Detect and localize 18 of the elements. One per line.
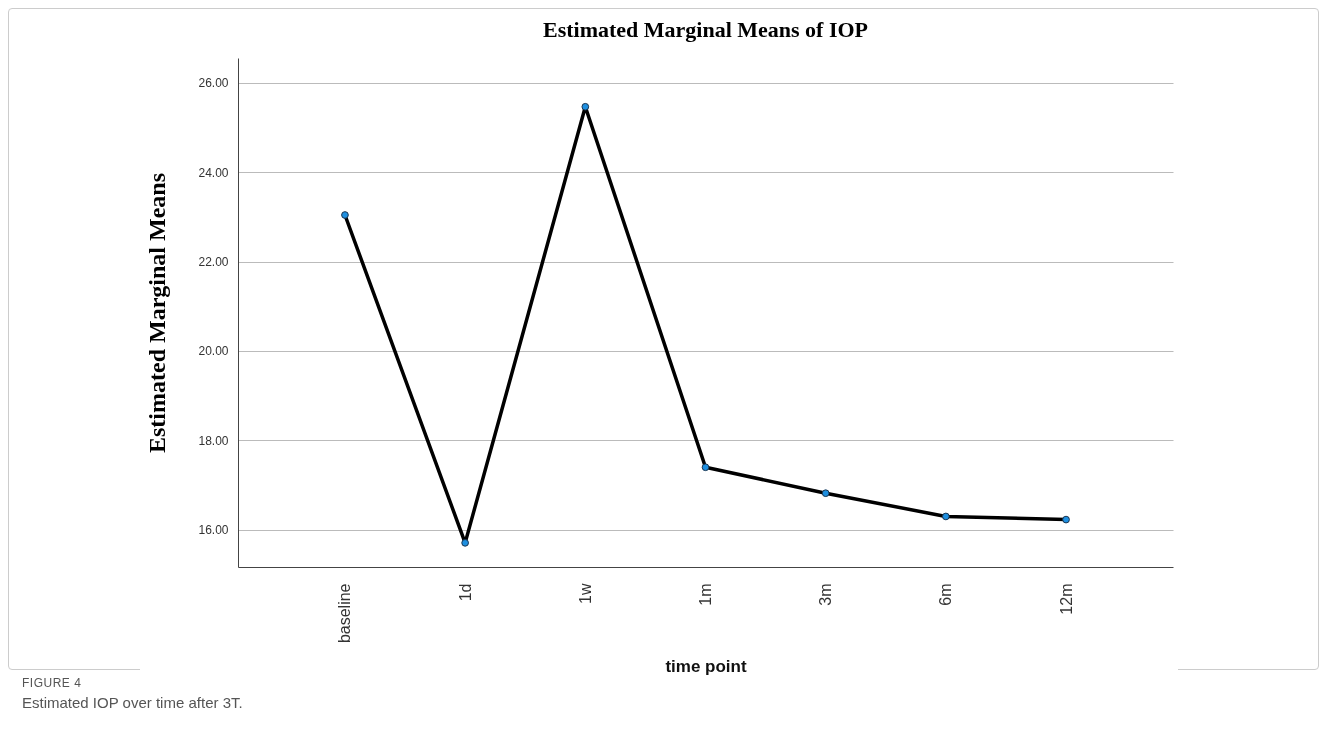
x-tick-label: 1m [697, 583, 714, 606]
chart-title: Estimated Marginal Means of IOP [542, 17, 869, 42]
x-tick-label: 6m [937, 583, 955, 606]
caption: FIGURE 4 [22, 676, 83, 690]
text: Estimated IOP over time after 3T. [22, 694, 243, 711]
y-tick-label: 22.00 [198, 255, 229, 270]
y-tick-label: 20.00 [198, 344, 229, 359]
y-tick-label: 26.00 [198, 76, 229, 91]
x-tick-label: 12m [1057, 583, 1075, 615]
y-tick-label: 24.00 [198, 165, 229, 180]
x-axis-title: time point [665, 657, 747, 677]
x-tick-label: 3m [817, 583, 835, 606]
x-tick-label: 1d [456, 583, 474, 602]
y-tick-label: 16.00 [198, 523, 229, 538]
y-tick-label: 18.00 [198, 433, 229, 448]
x-tick-label: baseline [336, 583, 354, 644]
y-axis-title: Estimated Marginal Means [144, 173, 171, 453]
x-tick-label: 1w [576, 583, 594, 604]
